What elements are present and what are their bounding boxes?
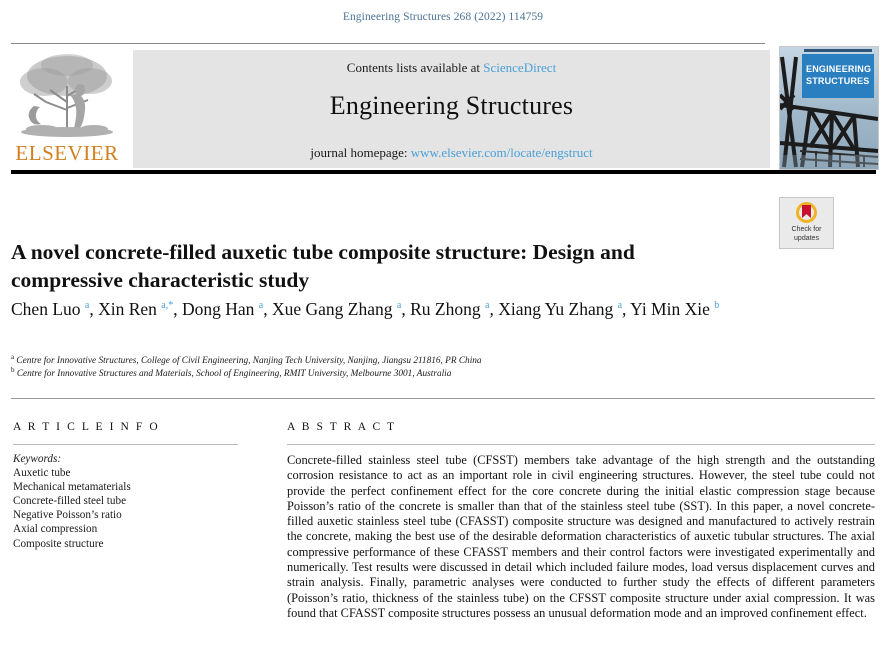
keywords-items: Auxetic tube Mechanical metamaterials Conc… xyxy=(13,466,263,551)
journal-title: Engineering Structures xyxy=(329,91,574,120)
keyword-item: Auxetic tube xyxy=(13,467,71,480)
crossmark-badge[interactable]: Check for updates xyxy=(779,197,834,249)
keyword-item: Mechanical metamaterials xyxy=(13,481,131,494)
crossmark-label: Check for updates xyxy=(780,225,833,243)
masthead-bottom-rule xyxy=(11,170,876,174)
affiliation-marker: a xyxy=(11,352,15,361)
affiliation-marker: b xyxy=(11,365,15,374)
journal-cover-image: ENGINEERING STRUCTURES xyxy=(779,46,879,170)
abstract-underline xyxy=(287,444,875,445)
author-list: Chen Luo a, Xin Ren a,*, Dong Han a, Xue… xyxy=(11,299,720,319)
keyword-item: Composite structure xyxy=(13,537,104,550)
crossmark-label-line2: updates xyxy=(794,235,819,242)
journal-homepage-link[interactable]: www.elsevier.com/locate/engstruct xyxy=(410,145,593,160)
abstract-section-divider xyxy=(11,398,875,399)
cover-title-line2: STRUCTURES xyxy=(806,76,870,86)
crossmark-label-line1: Check for xyxy=(791,226,822,233)
elsevier-logo: ELSEVIER xyxy=(8,50,126,168)
keyword-item: Concrete-filled steel tube xyxy=(13,495,127,508)
contents-line: Contents lists available at ScienceDirec… xyxy=(133,60,770,76)
crossmark-ring-icon xyxy=(796,202,817,223)
affiliation-item: a Centre for Innovative Structures, Coll… xyxy=(11,352,482,366)
abstract-heading: A B S T R A C T xyxy=(287,421,397,433)
elsevier-wordmark: ELSEVIER xyxy=(15,141,119,165)
article-title: A novel concrete-filled auxetic tube com… xyxy=(11,240,635,293)
keyword-item: Axial compression xyxy=(13,523,98,536)
crossmark-bookmark-icon xyxy=(802,205,811,218)
contents-prefix: Contents lists available at xyxy=(346,60,484,75)
keywords-block: Keywords: Auxetic tube Mechanical metamat… xyxy=(13,452,263,551)
affiliation-list: a Centre for Innovative Structures, Coll… xyxy=(11,352,711,380)
cover-top-bar xyxy=(804,49,872,52)
keyword-item: Negative Poisson’s ratio xyxy=(13,509,122,522)
affiliation-item: b Centre for Innovative Structures and M… xyxy=(11,365,452,379)
cover-title-line1: ENGINEERING xyxy=(806,64,872,74)
running-head: Engineering Structures 268 (2022) 114759 xyxy=(342,11,544,23)
homepage-line: journal homepage: www.elsevier.com/locat… xyxy=(133,145,770,161)
article-info-underline xyxy=(13,444,238,445)
cover-title-panel: ENGINEERING STRUCTURES xyxy=(802,54,874,98)
homepage-prefix: journal homepage: xyxy=(310,145,411,160)
elsevier-tree-icon xyxy=(20,54,113,137)
cover-bridge-truss-icon xyxy=(780,56,878,169)
sciencedirect-link[interactable]: ScienceDirect xyxy=(483,60,557,75)
article-info-heading: A R T I C L E I N F O xyxy=(13,421,160,433)
keywords-label: Keywords: xyxy=(13,453,62,465)
journal-masthead: Contents lists available at ScienceDirec… xyxy=(133,50,770,168)
header-divider xyxy=(11,43,765,44)
abstract-text: Concrete-filled stainless steel tube (CF… xyxy=(287,453,875,620)
